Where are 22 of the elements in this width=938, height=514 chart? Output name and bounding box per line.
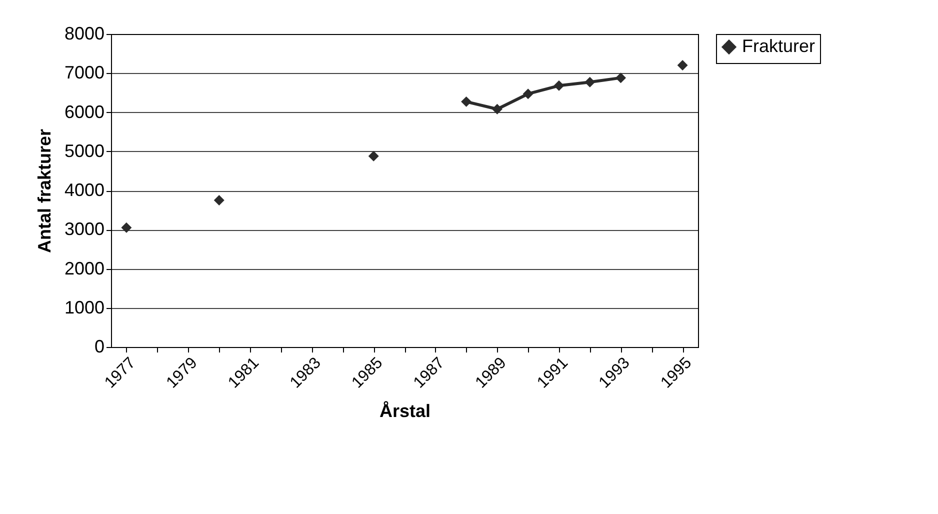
y-tick-label: 3000	[64, 219, 104, 240]
y-tick-label: 5000	[64, 140, 104, 161]
x-axis-title: Årstal	[379, 400, 431, 421]
legend-label: Frakturer	[742, 36, 816, 56]
point	[121, 222, 132, 233]
point	[677, 60, 688, 71]
y-axis-title: Antal frakturer	[34, 128, 54, 254]
y-tick-label: 0	[94, 336, 104, 356]
point	[584, 76, 596, 88]
point	[616, 72, 626, 84]
point	[522, 88, 534, 100]
point	[554, 80, 564, 91]
y-tick-label: 4000	[64, 180, 104, 200]
y-tick-label: 2000	[64, 258, 104, 278]
y-tick-label: 6000	[64, 102, 104, 122]
y-tick-label: 8000	[64, 24, 104, 44]
point	[214, 195, 224, 206]
point	[368, 150, 379, 162]
y-tick-label: 7000	[64, 62, 104, 83]
point	[492, 104, 502, 114]
y-tick-label: 1000	[64, 297, 104, 318]
point	[461, 96, 472, 107]
